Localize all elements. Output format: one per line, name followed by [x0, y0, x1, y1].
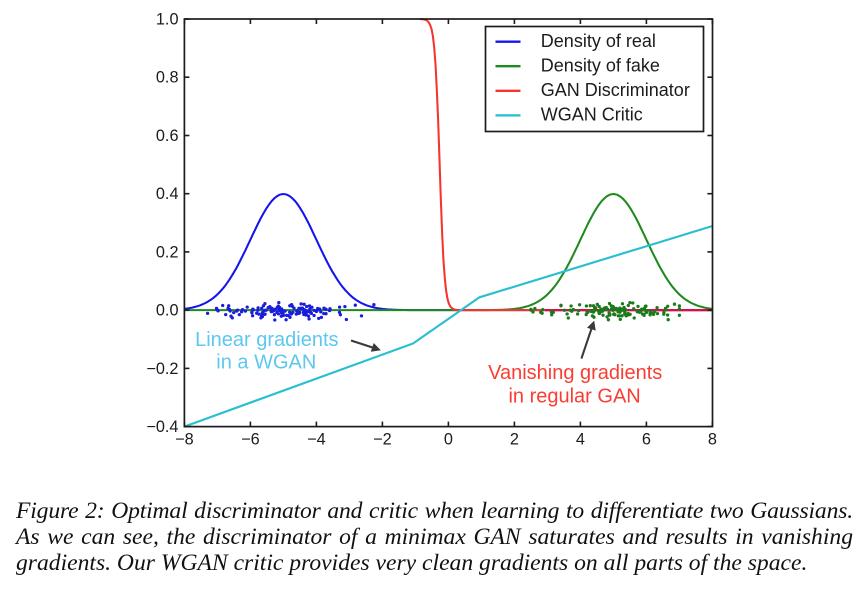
- svg-text:−8: −8: [175, 431, 194, 449]
- svg-text:2: 2: [510, 431, 519, 449]
- svg-text:6: 6: [642, 431, 651, 449]
- svg-text:−0.4: −0.4: [146, 418, 178, 436]
- svg-text:in a WGAN: in a WGAN: [216, 351, 316, 373]
- svg-text:−2: −2: [373, 431, 392, 449]
- svg-text:0.8: 0.8: [156, 69, 179, 87]
- svg-text:1.0: 1.0: [156, 11, 179, 29]
- svg-text:Density of real: Density of real: [541, 31, 656, 51]
- svg-text:in regular GAN: in regular GAN: [508, 385, 640, 407]
- svg-text:0.4: 0.4: [156, 185, 179, 203]
- svg-text:−6: −6: [241, 431, 260, 449]
- svg-text:−4: −4: [307, 431, 326, 449]
- svg-text:0.0: 0.0: [156, 302, 179, 320]
- svg-text:Density of fake: Density of fake: [541, 55, 660, 75]
- svg-text:4: 4: [576, 431, 585, 449]
- svg-text:Vanishing gradients: Vanishing gradients: [488, 362, 662, 384]
- svg-text:0.6: 0.6: [156, 127, 179, 145]
- svg-text:Linear gradients: Linear gradients: [195, 329, 338, 351]
- svg-text:8: 8: [708, 431, 717, 449]
- svg-text:0: 0: [444, 431, 453, 449]
- svg-text:GAN Discriminator: GAN Discriminator: [541, 80, 690, 100]
- svg-text:0.2: 0.2: [156, 243, 179, 261]
- svg-text:−0.2: −0.2: [146, 360, 178, 378]
- svg-text:WGAN Critic: WGAN Critic: [541, 105, 643, 125]
